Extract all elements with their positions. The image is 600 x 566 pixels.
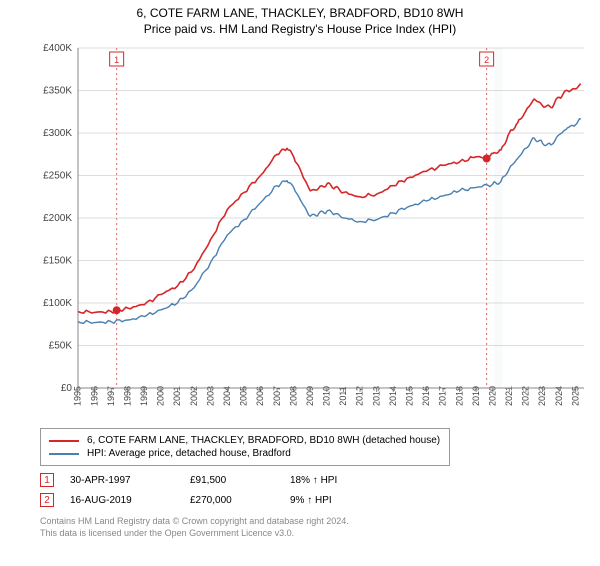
svg-text:1995: 1995: [73, 386, 83, 406]
transaction-date: 30-APR-1997: [70, 475, 190, 486]
chart-container: 6, COTE FARM LANE, THACKLEY, BRADFORD, B…: [0, 6, 600, 566]
legend: 6, COTE FARM LANE, THACKLEY, BRADFORD, B…: [40, 428, 450, 466]
svg-text:2008: 2008: [288, 386, 298, 406]
chart-svg: £0 £50K £100K £150K £200K £250K £300K £350K £400…: [34, 42, 594, 422]
svg-text:2000: 2000: [156, 386, 166, 406]
svg-text:2013: 2013: [371, 386, 381, 406]
svg-text:£0: £0: [61, 383, 73, 394]
svg-text:£300K: £300K: [43, 128, 72, 139]
svg-text:2015: 2015: [405, 386, 415, 406]
svg-text:£250K: £250K: [43, 171, 72, 182]
svg-text:2019: 2019: [471, 386, 481, 406]
transaction-row: 1 30-APR-1997£91,50018% ↑ HPI: [40, 470, 600, 490]
legend-label: HPI: Average price, detached house, Brad…: [87, 448, 291, 459]
transaction-marker: 1: [40, 473, 54, 487]
transaction-price: £270,000: [190, 495, 290, 506]
svg-text:£400K: £400K: [43, 43, 72, 54]
svg-text:2012: 2012: [355, 386, 365, 406]
svg-text:2006: 2006: [255, 386, 265, 406]
svg-text:1999: 1999: [139, 386, 149, 406]
svg-text:2005: 2005: [239, 386, 249, 406]
transaction-table: 1 30-APR-1997£91,50018% ↑ HPI 2 16-AUG-2019…: [40, 470, 600, 510]
svg-text:2018: 2018: [454, 386, 464, 406]
svg-text:2011: 2011: [338, 386, 348, 405]
svg-text:£50K: £50K: [49, 341, 73, 352]
svg-text:2010: 2010: [322, 386, 332, 406]
chart-plot-area: £0 £50K £100K £150K £200K £250K £300K £350K £400…: [34, 42, 594, 422]
transaction-pct: 9% ↑ HPI: [290, 495, 390, 506]
svg-text:2007: 2007: [272, 386, 282, 406]
svg-text:2003: 2003: [205, 386, 215, 406]
transaction-pct: 18% ↑ HPI: [290, 475, 390, 486]
svg-text:1997: 1997: [106, 386, 116, 406]
svg-text:1998: 1998: [122, 386, 132, 406]
svg-text:2017: 2017: [438, 386, 448, 406]
svg-text:2016: 2016: [421, 386, 431, 406]
svg-text:2023: 2023: [537, 386, 547, 406]
svg-text:2: 2: [484, 55, 489, 65]
svg-text:2002: 2002: [189, 386, 199, 406]
legend-swatch: [49, 440, 79, 442]
transaction-price: £91,500: [190, 475, 290, 486]
transaction-row: 2 16-AUG-2019£270,0009% ↑ HPI: [40, 490, 600, 510]
svg-text:£150K: £150K: [43, 256, 72, 267]
footnote-line: This data is licensed under the Open Gov…: [40, 528, 600, 540]
svg-text:£100K: £100K: [43, 298, 72, 309]
svg-text:2024: 2024: [554, 386, 564, 406]
svg-text:2001: 2001: [172, 386, 182, 406]
svg-text:2014: 2014: [388, 386, 398, 406]
transaction-date: 16-AUG-2019: [70, 495, 190, 506]
transaction-marker: 2: [40, 493, 54, 507]
svg-text:2025: 2025: [570, 386, 580, 406]
svg-text:£350K: £350K: [43, 86, 72, 97]
legend-swatch: [49, 453, 79, 455]
footnote-line: Contains HM Land Registry data © Crown c…: [40, 516, 600, 528]
svg-text:2020: 2020: [487, 386, 497, 406]
svg-text:2022: 2022: [521, 386, 531, 406]
legend-label: 6, COTE FARM LANE, THACKLEY, BRADFORD, B…: [87, 435, 440, 446]
chart-title: 6, COTE FARM LANE, THACKLEY, BRADFORD, B…: [0, 6, 600, 20]
legend-row: HPI: Average price, detached house, Brad…: [49, 448, 441, 459]
svg-text:1: 1: [114, 55, 119, 65]
svg-text:£200K: £200K: [43, 213, 72, 224]
chart-subtitle: Price paid vs. HM Land Registry's House …: [0, 22, 600, 36]
footnote: Contains HM Land Registry data © Crown c…: [40, 516, 600, 539]
svg-text:2009: 2009: [305, 386, 315, 406]
svg-text:2004: 2004: [222, 386, 232, 406]
legend-row: 6, COTE FARM LANE, THACKLEY, BRADFORD, B…: [49, 435, 441, 446]
svg-text:1996: 1996: [89, 386, 99, 406]
svg-text:2021: 2021: [504, 386, 514, 406]
